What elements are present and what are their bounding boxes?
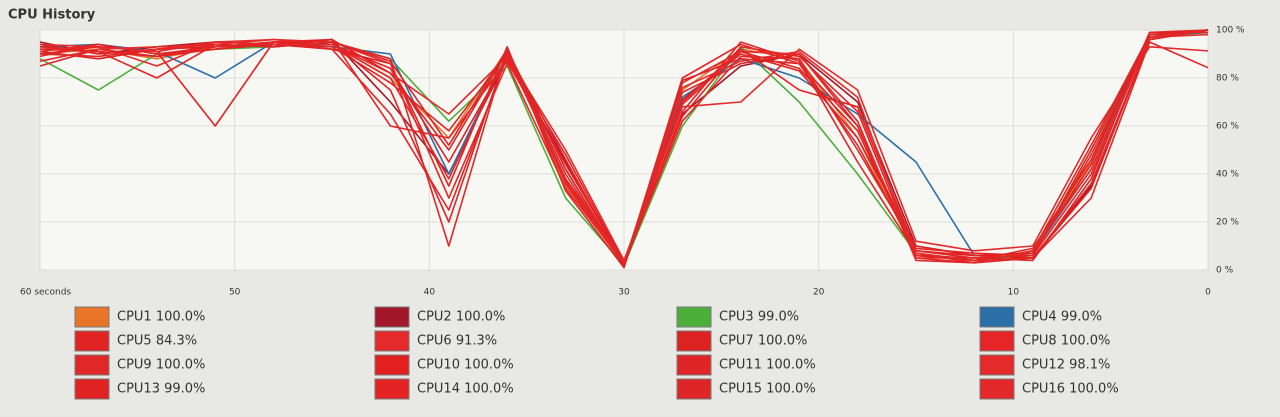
legend-label: CPU12 98.1% [1022,358,1110,373]
legend-swatch [676,330,712,352]
series-line [39,29,1209,264]
legend-label: CPU8 100.0% [1022,334,1110,349]
y-tick-label: 80 % [1216,74,1239,84]
x-tick-label: 40 [424,288,436,298]
legend-label: CPU1 100.0% [117,310,205,325]
legend-label: CPU14 100.0% [417,382,514,397]
legend-swatch [374,354,410,376]
legend-label: CPU9 100.0% [117,358,205,373]
legend-swatch [74,354,110,376]
legend-label: CPU6 91.3% [417,334,497,349]
legend-swatch [374,330,410,352]
legend-label: CPU10 100.0% [417,358,514,373]
legend-label: CPU3 99.0% [719,310,799,325]
legend-swatch [979,330,1015,352]
legend-swatch [374,378,410,400]
x-tick-label: 60 seconds [20,288,71,298]
legend-swatch [676,354,712,376]
legend-label: CPU13 99.0% [117,382,205,397]
x-tick-label: 30 [618,288,630,298]
legend-swatch [979,306,1015,328]
y-tick-label: 40 % [1216,170,1239,180]
legend-swatch [676,306,712,328]
legend-label: CPU16 100.0% [1022,382,1119,397]
y-tick-label: 100 % [1216,26,1245,36]
x-tick-label: 10 [1008,288,1020,298]
legend-label: CPU15 100.0% [719,382,816,397]
y-tick-label: 0 % [1216,266,1234,276]
y-tick-label: 20 % [1216,218,1239,228]
legend-label: CPU2 100.0% [417,310,505,325]
series-line [39,29,1209,266]
legend-swatch [374,306,410,328]
legend-label: CPU7 100.0% [719,334,807,349]
x-tick-label: 50 [229,288,241,298]
legend-label: CPU5 84.3% [117,334,197,349]
legend-label: CPU4 99.0% [1022,310,1102,325]
y-tick-label: 60 % [1216,122,1239,132]
legend-swatch [979,378,1015,400]
x-tick-label: 0 [1205,288,1211,298]
legend-swatch [74,330,110,352]
legend-swatch [979,354,1015,376]
chart-title: CPU History [8,8,96,23]
legend-swatch [74,306,110,328]
legend-swatch [676,378,712,400]
legend-swatch [74,378,110,400]
x-tick-label: 20 [813,288,825,298]
legend-label: CPU11 100.0% [719,358,816,373]
